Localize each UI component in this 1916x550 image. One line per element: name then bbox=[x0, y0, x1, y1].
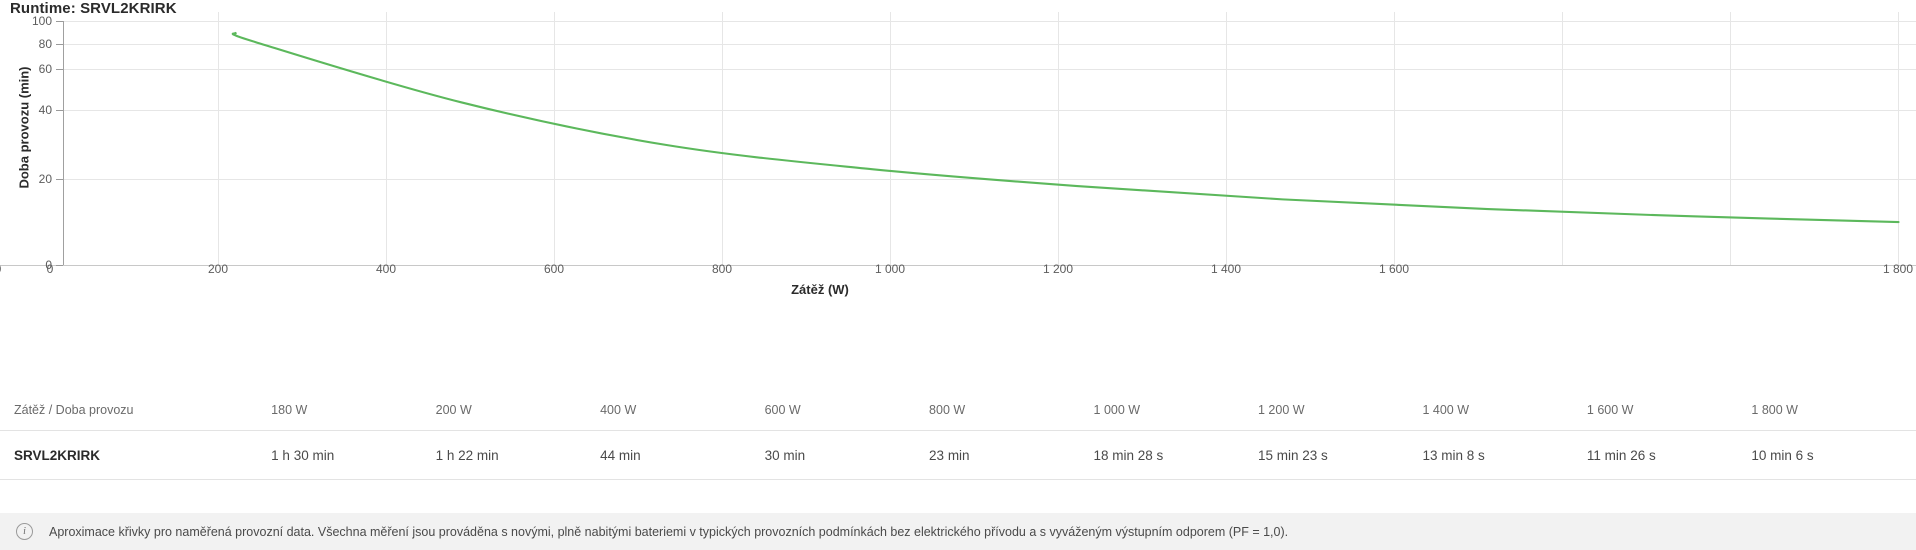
table-row: SRVL2KRIRK 1 h 30 min 1 h 22 min 44 min … bbox=[0, 430, 1916, 480]
y-tick-label-100: 100 bbox=[31, 14, 52, 28]
table-cell-1000w: 18 min 28 s bbox=[1093, 430, 1258, 480]
x-tick-label-1600: 1 600 bbox=[1378, 262, 1410, 276]
table-cell-1400w: 13 min 8 s bbox=[1422, 430, 1587, 480]
table-header-400w: 400 W bbox=[600, 390, 765, 431]
table-header-200w: 200 W bbox=[435, 390, 601, 431]
page-title: Runtime: SRVL2KRIRK bbox=[10, 0, 177, 17]
table-header-800w: 800 W bbox=[929, 390, 1094, 431]
gridlines-horizontal bbox=[63, 21, 1916, 180]
table-cell-model: SRVL2KRIRK bbox=[0, 430, 272, 480]
table-body: SRVL2KRIRK 1 h 30 min 1 h 22 min 44 min … bbox=[0, 430, 1916, 480]
y-tick-label-20: 20 bbox=[38, 172, 52, 186]
table-header-600w: 600 W bbox=[764, 390, 930, 431]
footnote-text: Aproximace křivky pro naměřená provozní … bbox=[49, 524, 1289, 539]
y-tick-label-60: 60 bbox=[38, 62, 52, 76]
runtime-chart: Doba provozu (min) 100 80 60 40 20 0 0 0… bbox=[0, 12, 1916, 297]
table-cell-1600w: 11 min 26 s bbox=[1586, 430, 1752, 480]
table-cell-800w: 23 min bbox=[929, 430, 1094, 480]
info-icon: i bbox=[16, 523, 33, 540]
table-cell-400w: 44 min bbox=[600, 430, 765, 480]
x-tick-label-200: 200 bbox=[207, 262, 229, 276]
y-tick-marks bbox=[56, 21, 63, 266]
runtime-curve-line bbox=[231, 31, 1900, 224]
table-cell-600w: 30 min bbox=[764, 430, 930, 480]
x-tick-label-1200: 1 200 bbox=[1042, 262, 1074, 276]
table-header: Zátěž / Doba provozu 180 W 200 W 400 W 6… bbox=[0, 390, 1916, 431]
table-cell-1800w: 10 min 6 s bbox=[1751, 430, 1916, 480]
x-axis-title: Zátěž (W) bbox=[791, 282, 849, 297]
table-header-1200w: 1 200 W bbox=[1257, 390, 1423, 431]
table-header-1800w: 1 800 W bbox=[1751, 390, 1916, 431]
runtime-table: Zátěž / Doba provozu 180 W 200 W 400 W 6… bbox=[0, 390, 1916, 480]
y-tick-label-0: 0 bbox=[45, 258, 52, 272]
y-tick-label-80: 80 bbox=[38, 37, 52, 51]
clipped-left-tick-label: 0 bbox=[0, 262, 1, 276]
y-tick-label-40: 40 bbox=[38, 103, 52, 117]
x-tick-label-400: 400 bbox=[375, 262, 397, 276]
table-cell-1200w: 15 min 23 s bbox=[1257, 430, 1423, 480]
gridlines-vertical bbox=[218, 12, 1899, 265]
chart-plot-area bbox=[0, 12, 1916, 266]
table-header-1000w: 1 000 W bbox=[1093, 390, 1258, 431]
table-header-1600w: 1 600 W bbox=[1586, 390, 1752, 431]
table-header-row: Zátěž / Doba provozu 180 W 200 W 400 W 6… bbox=[0, 390, 1916, 431]
x-tick-label-1800: 1 800 bbox=[1882, 262, 1914, 276]
x-tick-label-600: 600 bbox=[543, 262, 565, 276]
x-tick-label-1000: 1 000 bbox=[874, 262, 906, 276]
footnote-bar: i Aproximace křivky pro naměřená provozn… bbox=[0, 513, 1916, 550]
table-cell-180w: 1 h 30 min bbox=[271, 430, 436, 480]
table-cell-200w: 1 h 22 min bbox=[435, 430, 601, 480]
x-tick-label-800: 800 bbox=[711, 262, 733, 276]
table-header-180w: 180 W bbox=[271, 390, 436, 431]
table-header-label: Zátěž / Doba provozu bbox=[0, 390, 272, 431]
x-tick-label-1400: 1 400 bbox=[1210, 262, 1242, 276]
x-tick-label-0: 0 bbox=[46, 262, 54, 276]
table-header-1400w: 1 400 W bbox=[1422, 390, 1587, 431]
